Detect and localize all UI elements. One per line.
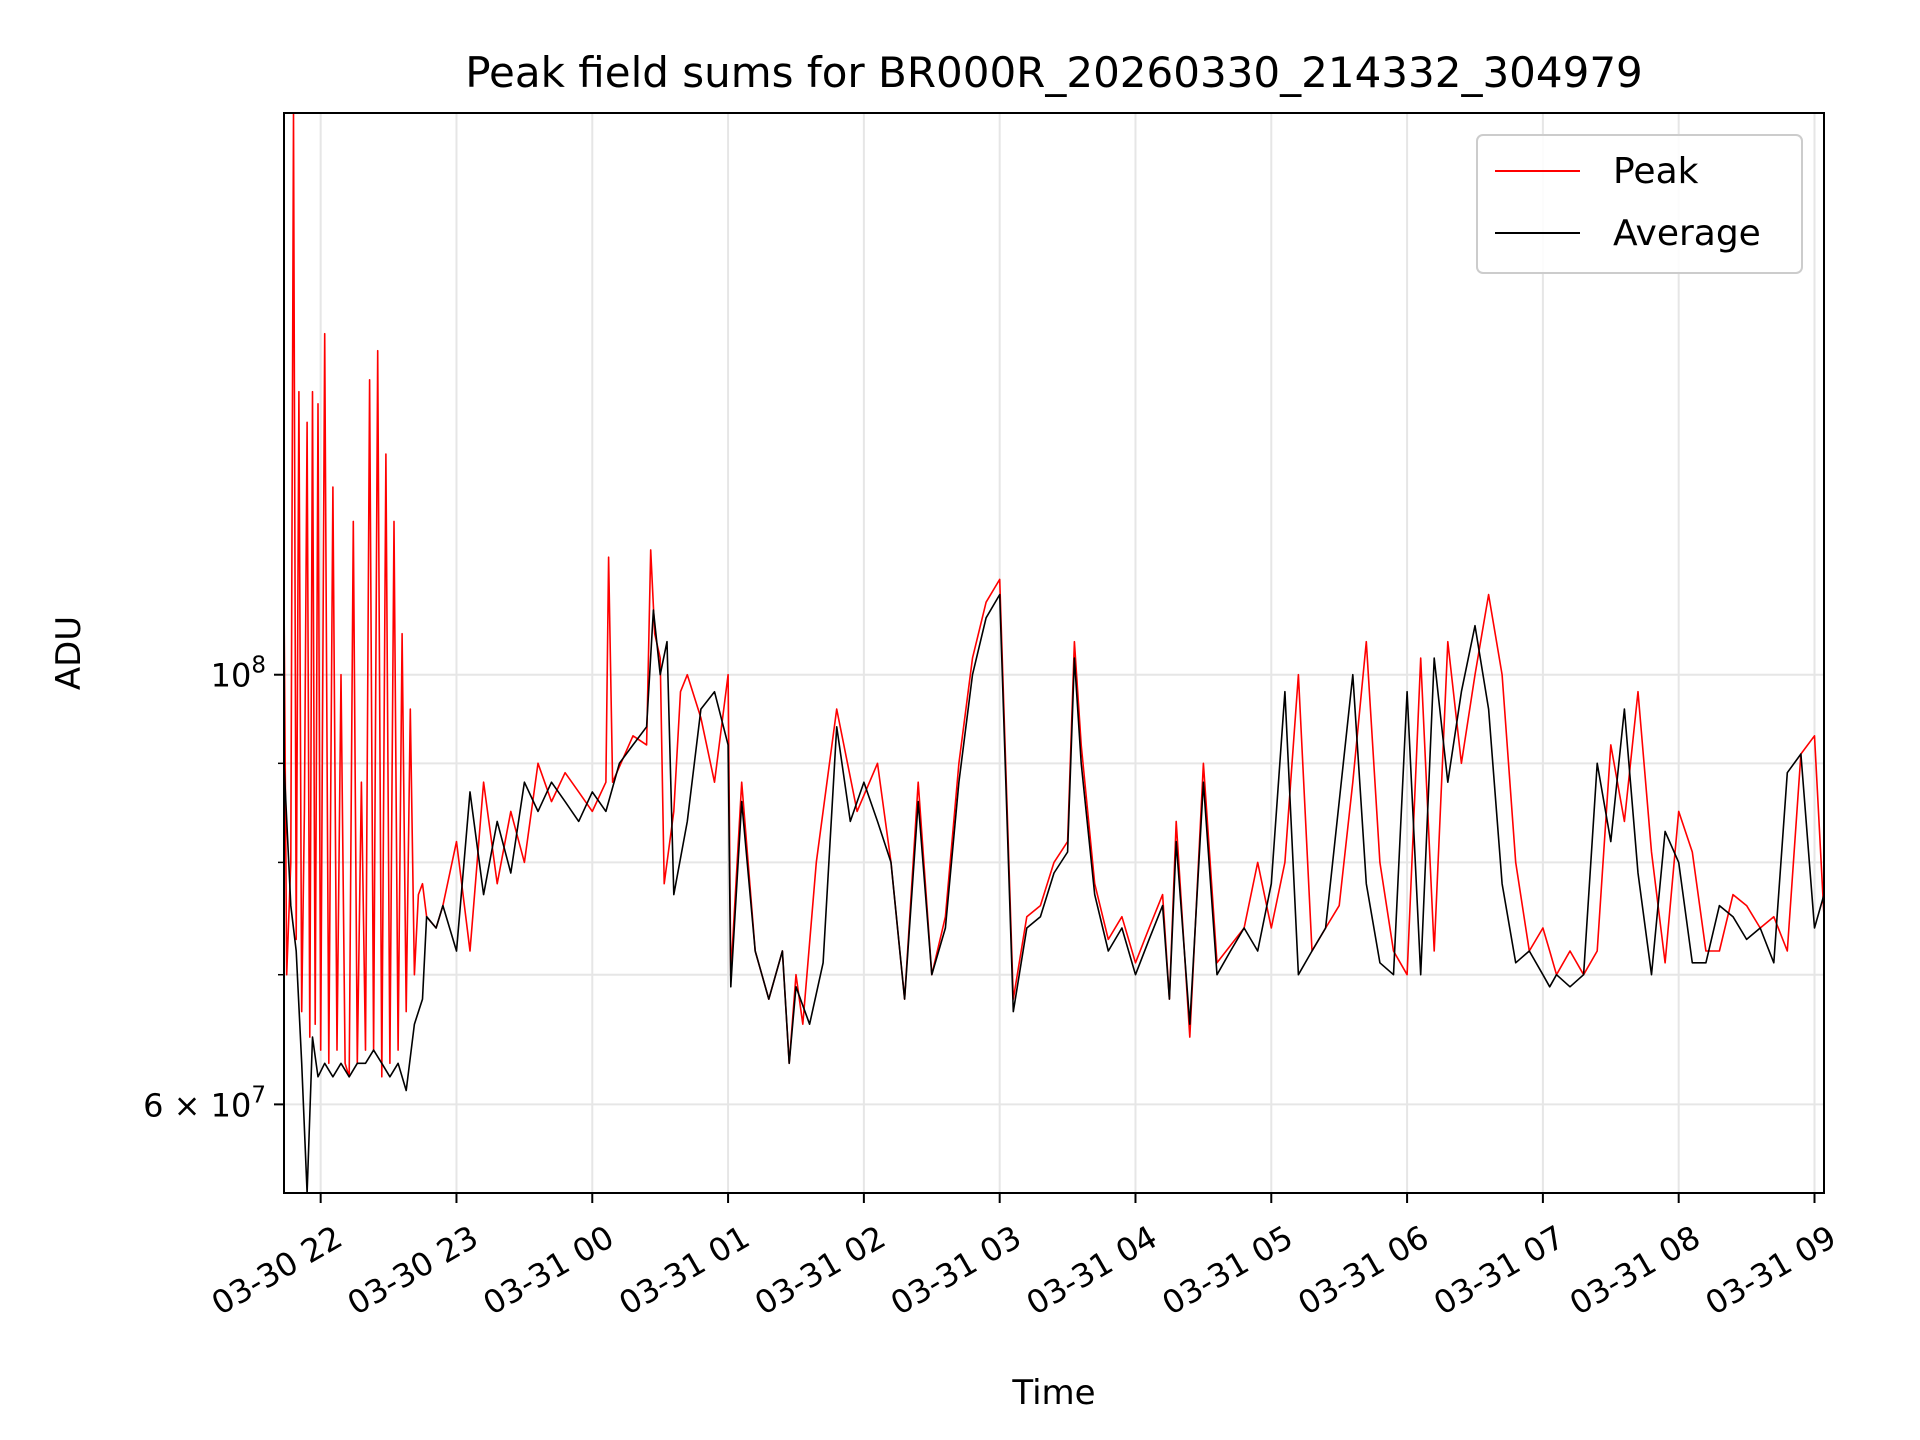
- y-tick-label: 6 × 107: [143, 1082, 266, 1124]
- x-axis-label: Time: [1011, 1373, 1095, 1413]
- chart-title: Peak field sums for BR000R_20260330_2143…: [465, 48, 1643, 97]
- plot-frame: [283, 112, 1825, 1194]
- legend-peak-label: Peak: [1613, 151, 1699, 192]
- y-axis-label: ADU: [49, 616, 89, 690]
- y-tick-label: 108: [211, 653, 266, 695]
- legend: Peak Average: [1476, 134, 1803, 274]
- y-axis: 108 6 × 107: [143, 653, 284, 1124]
- legend-box: [1476, 134, 1803, 274]
- legend-average-label: Average: [1613, 213, 1761, 254]
- series-layer: [284, 113, 1824, 1193]
- series-average-line: [284, 593, 1824, 1193]
- series-peak-line: [284, 113, 1824, 1078]
